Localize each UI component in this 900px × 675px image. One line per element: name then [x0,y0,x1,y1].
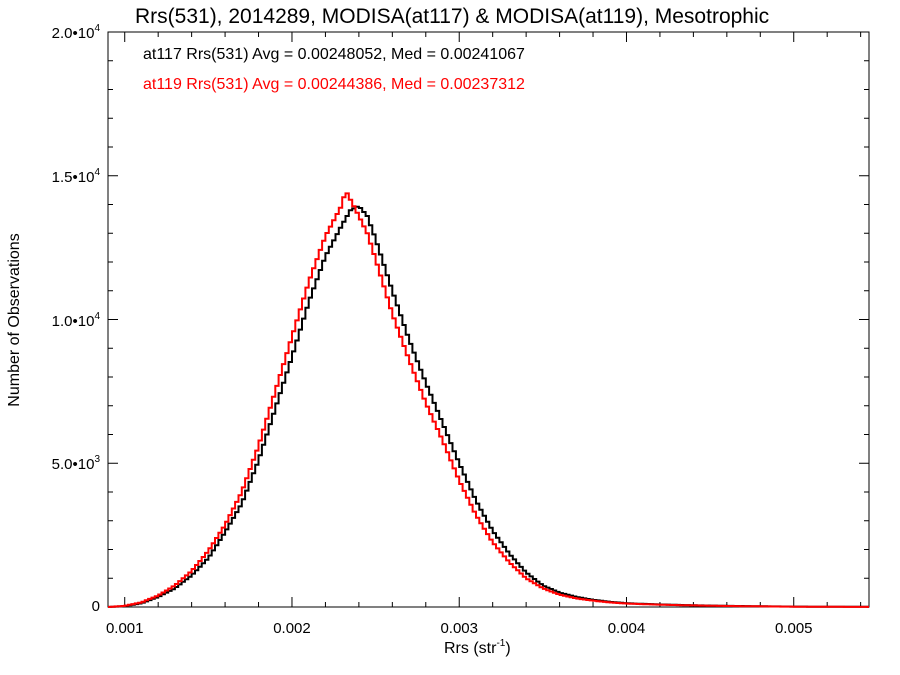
y-tick-label-base-1: 5.0•10 [51,456,95,474]
x-axis-label: Rrs (str-1) [444,638,511,658]
x-axis-label-sup: -1 [496,638,506,649]
y-tick-label-exp-4: 4 [94,23,100,34]
y-tick-label-base-4: 2.0•10 [51,25,95,42]
series-line-at119 [108,192,869,608]
y-tick-label-exp-2: 4 [94,310,100,322]
series-line-at117 [108,205,869,608]
annotation-at117: at117 Rrs(531) Avg = 0.00248052, Med = 0… [143,46,525,63]
y-tick-label-base-0: 0 [91,598,100,615]
x-axis-label-main: Rrs (str [444,640,497,657]
y-tick-label-base-2: 1.0•10 [51,312,95,330]
x-tick-label-3: 0.004 [607,620,646,637]
x-axis-label-end: ) [505,640,511,657]
y-tick-label-1: 5.0•103 [52,454,100,473]
y-tick-label-2: 1.0•104 [52,311,100,330]
x-tick-label-1: 0.002 [273,620,311,637]
chart-title: Rrs(531), 2014289, MODISA(at117) & MODIS… [135,5,770,28]
y-tick-label-3: 1.5•104 [52,167,100,186]
x-tick-label-4: 0.005 [774,620,813,637]
x-tick-label-2: 0.003 [440,620,478,637]
annotation-at119: at119 Rrs(531) Avg = 0.00244386, Med = 0… [143,76,525,93]
plot-frame [107,31,870,608]
x-tick-label-0: 0.001 [105,620,144,637]
y-tick-label-base-3: 1.5•10 [51,168,95,186]
y-tick-label-4: 2.0•104 [52,23,100,42]
y-tick-label-0: 0 [92,598,100,615]
y-tick-label-exp-1: 3 [94,454,100,466]
y-tick-label-exp-3: 4 [94,166,100,178]
